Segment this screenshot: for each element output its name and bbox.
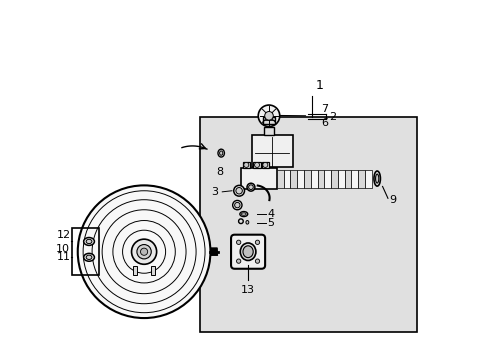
Text: 8: 8 — [215, 167, 223, 177]
Bar — [151, 266, 155, 275]
Ellipse shape — [238, 219, 243, 224]
Ellipse shape — [86, 239, 92, 244]
Bar — [364, 170, 371, 188]
Ellipse shape — [248, 185, 253, 189]
Bar — [344, 170, 351, 188]
Circle shape — [258, 105, 279, 127]
Text: 3: 3 — [211, 187, 218, 197]
Text: 13: 13 — [241, 285, 255, 295]
Bar — [351, 170, 358, 188]
Text: 2: 2 — [328, 112, 336, 122]
Bar — [297, 170, 304, 188]
Text: 6: 6 — [321, 118, 327, 128]
Ellipse shape — [241, 213, 245, 215]
Text: 11: 11 — [57, 252, 70, 262]
Circle shape — [255, 259, 259, 263]
Circle shape — [236, 240, 240, 244]
Text: 4: 4 — [266, 209, 274, 219]
Bar — [276, 170, 283, 188]
Bar — [337, 170, 344, 188]
Ellipse shape — [233, 185, 244, 196]
Circle shape — [264, 112, 273, 120]
Ellipse shape — [218, 149, 224, 157]
Circle shape — [131, 239, 156, 264]
Ellipse shape — [235, 188, 242, 194]
Bar — [324, 170, 330, 188]
Ellipse shape — [375, 174, 378, 183]
Ellipse shape — [246, 183, 254, 191]
Ellipse shape — [232, 201, 242, 210]
Bar — [242, 162, 249, 168]
Ellipse shape — [83, 238, 94, 246]
Bar — [317, 170, 324, 188]
Text: 7: 7 — [321, 104, 328, 114]
Circle shape — [78, 185, 210, 318]
Ellipse shape — [240, 243, 255, 261]
Bar — [330, 170, 337, 188]
Bar — [262, 117, 275, 125]
Text: 10: 10 — [55, 244, 69, 255]
Bar — [290, 170, 297, 188]
Bar — [310, 170, 317, 188]
Bar — [261, 162, 268, 168]
Ellipse shape — [373, 171, 380, 186]
Circle shape — [244, 162, 248, 167]
Text: 12: 12 — [56, 230, 70, 240]
Bar — [251, 135, 292, 167]
Ellipse shape — [245, 221, 248, 224]
Bar — [358, 170, 364, 188]
Ellipse shape — [86, 255, 92, 260]
Circle shape — [236, 259, 240, 263]
Bar — [304, 170, 310, 188]
Ellipse shape — [219, 151, 223, 155]
Bar — [264, 127, 274, 135]
Ellipse shape — [83, 253, 94, 261]
Ellipse shape — [234, 202, 240, 208]
Text: 1: 1 — [315, 79, 323, 92]
Text: 9: 9 — [389, 195, 396, 205]
Bar — [199, 117, 416, 332]
Bar — [253, 162, 260, 168]
Text: 5: 5 — [266, 218, 274, 228]
Bar — [72, 228, 99, 275]
Ellipse shape — [239, 212, 247, 217]
Circle shape — [255, 240, 259, 244]
Bar — [241, 168, 276, 189]
Circle shape — [262, 162, 267, 167]
Ellipse shape — [243, 246, 253, 258]
Bar — [133, 266, 137, 275]
Circle shape — [137, 244, 151, 259]
Circle shape — [254, 162, 259, 167]
Circle shape — [140, 248, 147, 255]
FancyBboxPatch shape — [230, 235, 264, 269]
Bar — [283, 170, 290, 188]
